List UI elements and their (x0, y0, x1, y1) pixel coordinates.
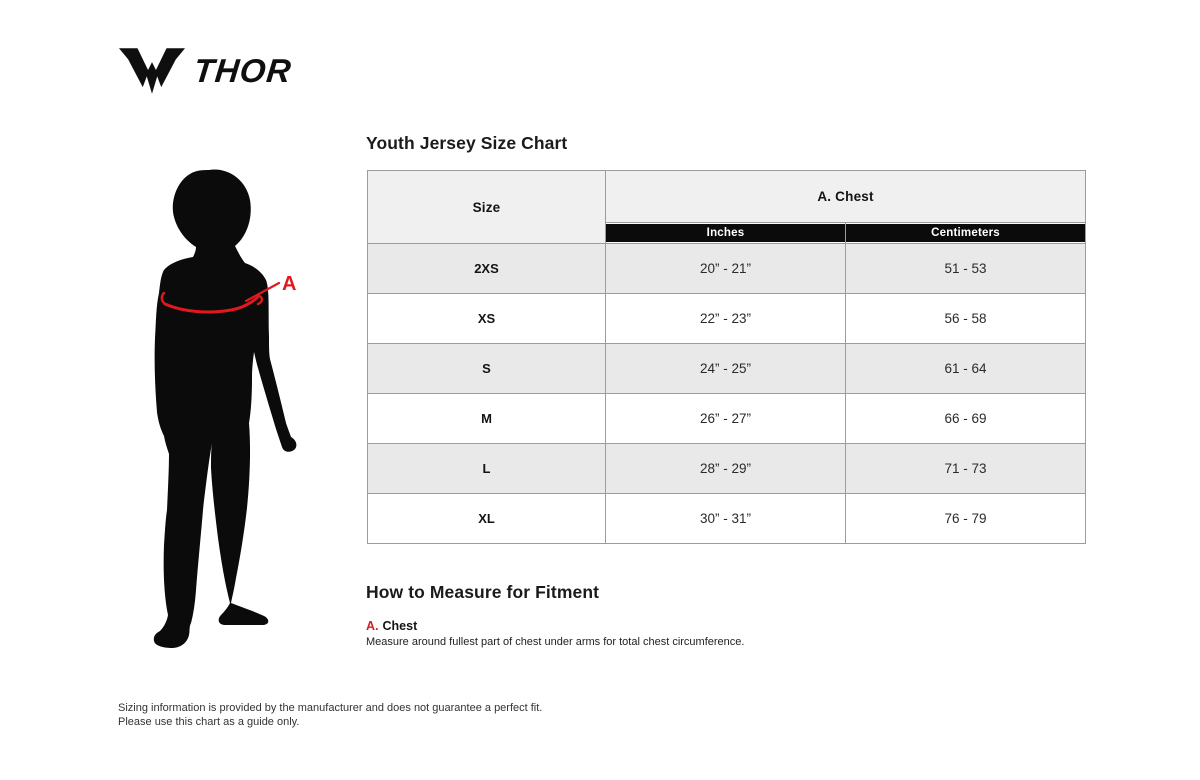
table-header-size: Size (367, 170, 606, 244)
inches-cell: 28” - 29” (605, 443, 846, 494)
inches-cell: 22” - 23” (605, 293, 846, 344)
size-chart-table: Size A. Chest Inches Centimeters 2XS 20”… (367, 170, 1087, 544)
table-header-chest: A. Chest (604, 170, 1087, 223)
table-header-row: Size A. Chest (367, 170, 1087, 244)
size-cell: S (367, 343, 606, 394)
unit-header-inches-cell: Inches (605, 222, 846, 244)
thor-logo: THOR (119, 46, 294, 94)
measure-letter: A. (366, 619, 379, 633)
table-row: XS 22” - 23” 56 - 58 (367, 293, 1087, 344)
centimeters-cell: 76 - 79 (844, 493, 1087, 544)
table-row: S 24” - 25” 61 - 64 (367, 343, 1087, 394)
measure-heading: How to Measure for Fitment (366, 582, 600, 602)
size-cell: XS (367, 293, 606, 344)
centimeters-cell: 51 - 53 (844, 243, 1087, 294)
unit-header-centimeters: Centimeters (846, 224, 1086, 242)
disclaimer-line-2: Please use this chart as a guide only. (118, 716, 300, 728)
size-cell: L (367, 443, 606, 494)
table-row: L 28” - 29” 71 - 73 (367, 443, 1087, 494)
inches-cell: 24” - 25” (605, 343, 846, 394)
chest-pointer-line (244, 281, 281, 303)
sizing-disclaimer: Sizing information is provided by the ma… (118, 701, 542, 729)
table-row: XL 30” - 31” 76 - 79 (367, 493, 1087, 544)
page-title: Youth Jersey Size Chart (366, 133, 568, 153)
measurement-figure: A (150, 166, 302, 658)
measure-item-chest: A. Chest Measure around fullest part of c… (366, 619, 1006, 648)
size-cell: M (367, 393, 606, 444)
disclaimer-line-1: Sizing information is provided by the ma… (118, 702, 543, 714)
size-cell: XL (367, 493, 606, 544)
centimeters-cell: 61 - 64 (844, 343, 1087, 394)
thor-logo-icon (119, 48, 185, 94)
table-row: M 26” - 27” 66 - 69 (367, 393, 1087, 444)
chest-measurement-arc (163, 294, 261, 314)
inches-cell: 20” - 21” (605, 243, 846, 294)
measure-label: Chest (382, 619, 418, 633)
inches-cell: 30” - 31” (605, 493, 846, 544)
measure-item-title: A. Chest (366, 619, 1006, 633)
measure-description: Measure around fullest part of chest und… (366, 636, 745, 648)
centimeters-cell: 71 - 73 (844, 443, 1087, 494)
inches-cell: 26” - 27” (605, 393, 846, 444)
size-cell: 2XS (367, 243, 606, 294)
chest-arc-right-hook (256, 294, 264, 306)
unit-header-inches: Inches (606, 224, 845, 242)
child-silhouette (153, 169, 297, 648)
centimeters-cell: 66 - 69 (844, 393, 1087, 444)
unit-header-centimeters-cell: Centimeters (844, 222, 1087, 244)
brand-name: THOR (192, 51, 294, 89)
table-row: 2XS 20” - 21” 51 - 53 (367, 243, 1087, 294)
how-to-measure-section: How to Measure for Fitment A. Chest Measu… (366, 582, 1006, 648)
centimeters-cell: 56 - 58 (844, 293, 1087, 344)
table-unit-row: Inches Centimeters (368, 222, 1087, 244)
chest-arc-left-hook (160, 291, 167, 306)
chest-marker-label: A (282, 273, 296, 295)
measurement-figure-svg: A (153, 169, 297, 648)
